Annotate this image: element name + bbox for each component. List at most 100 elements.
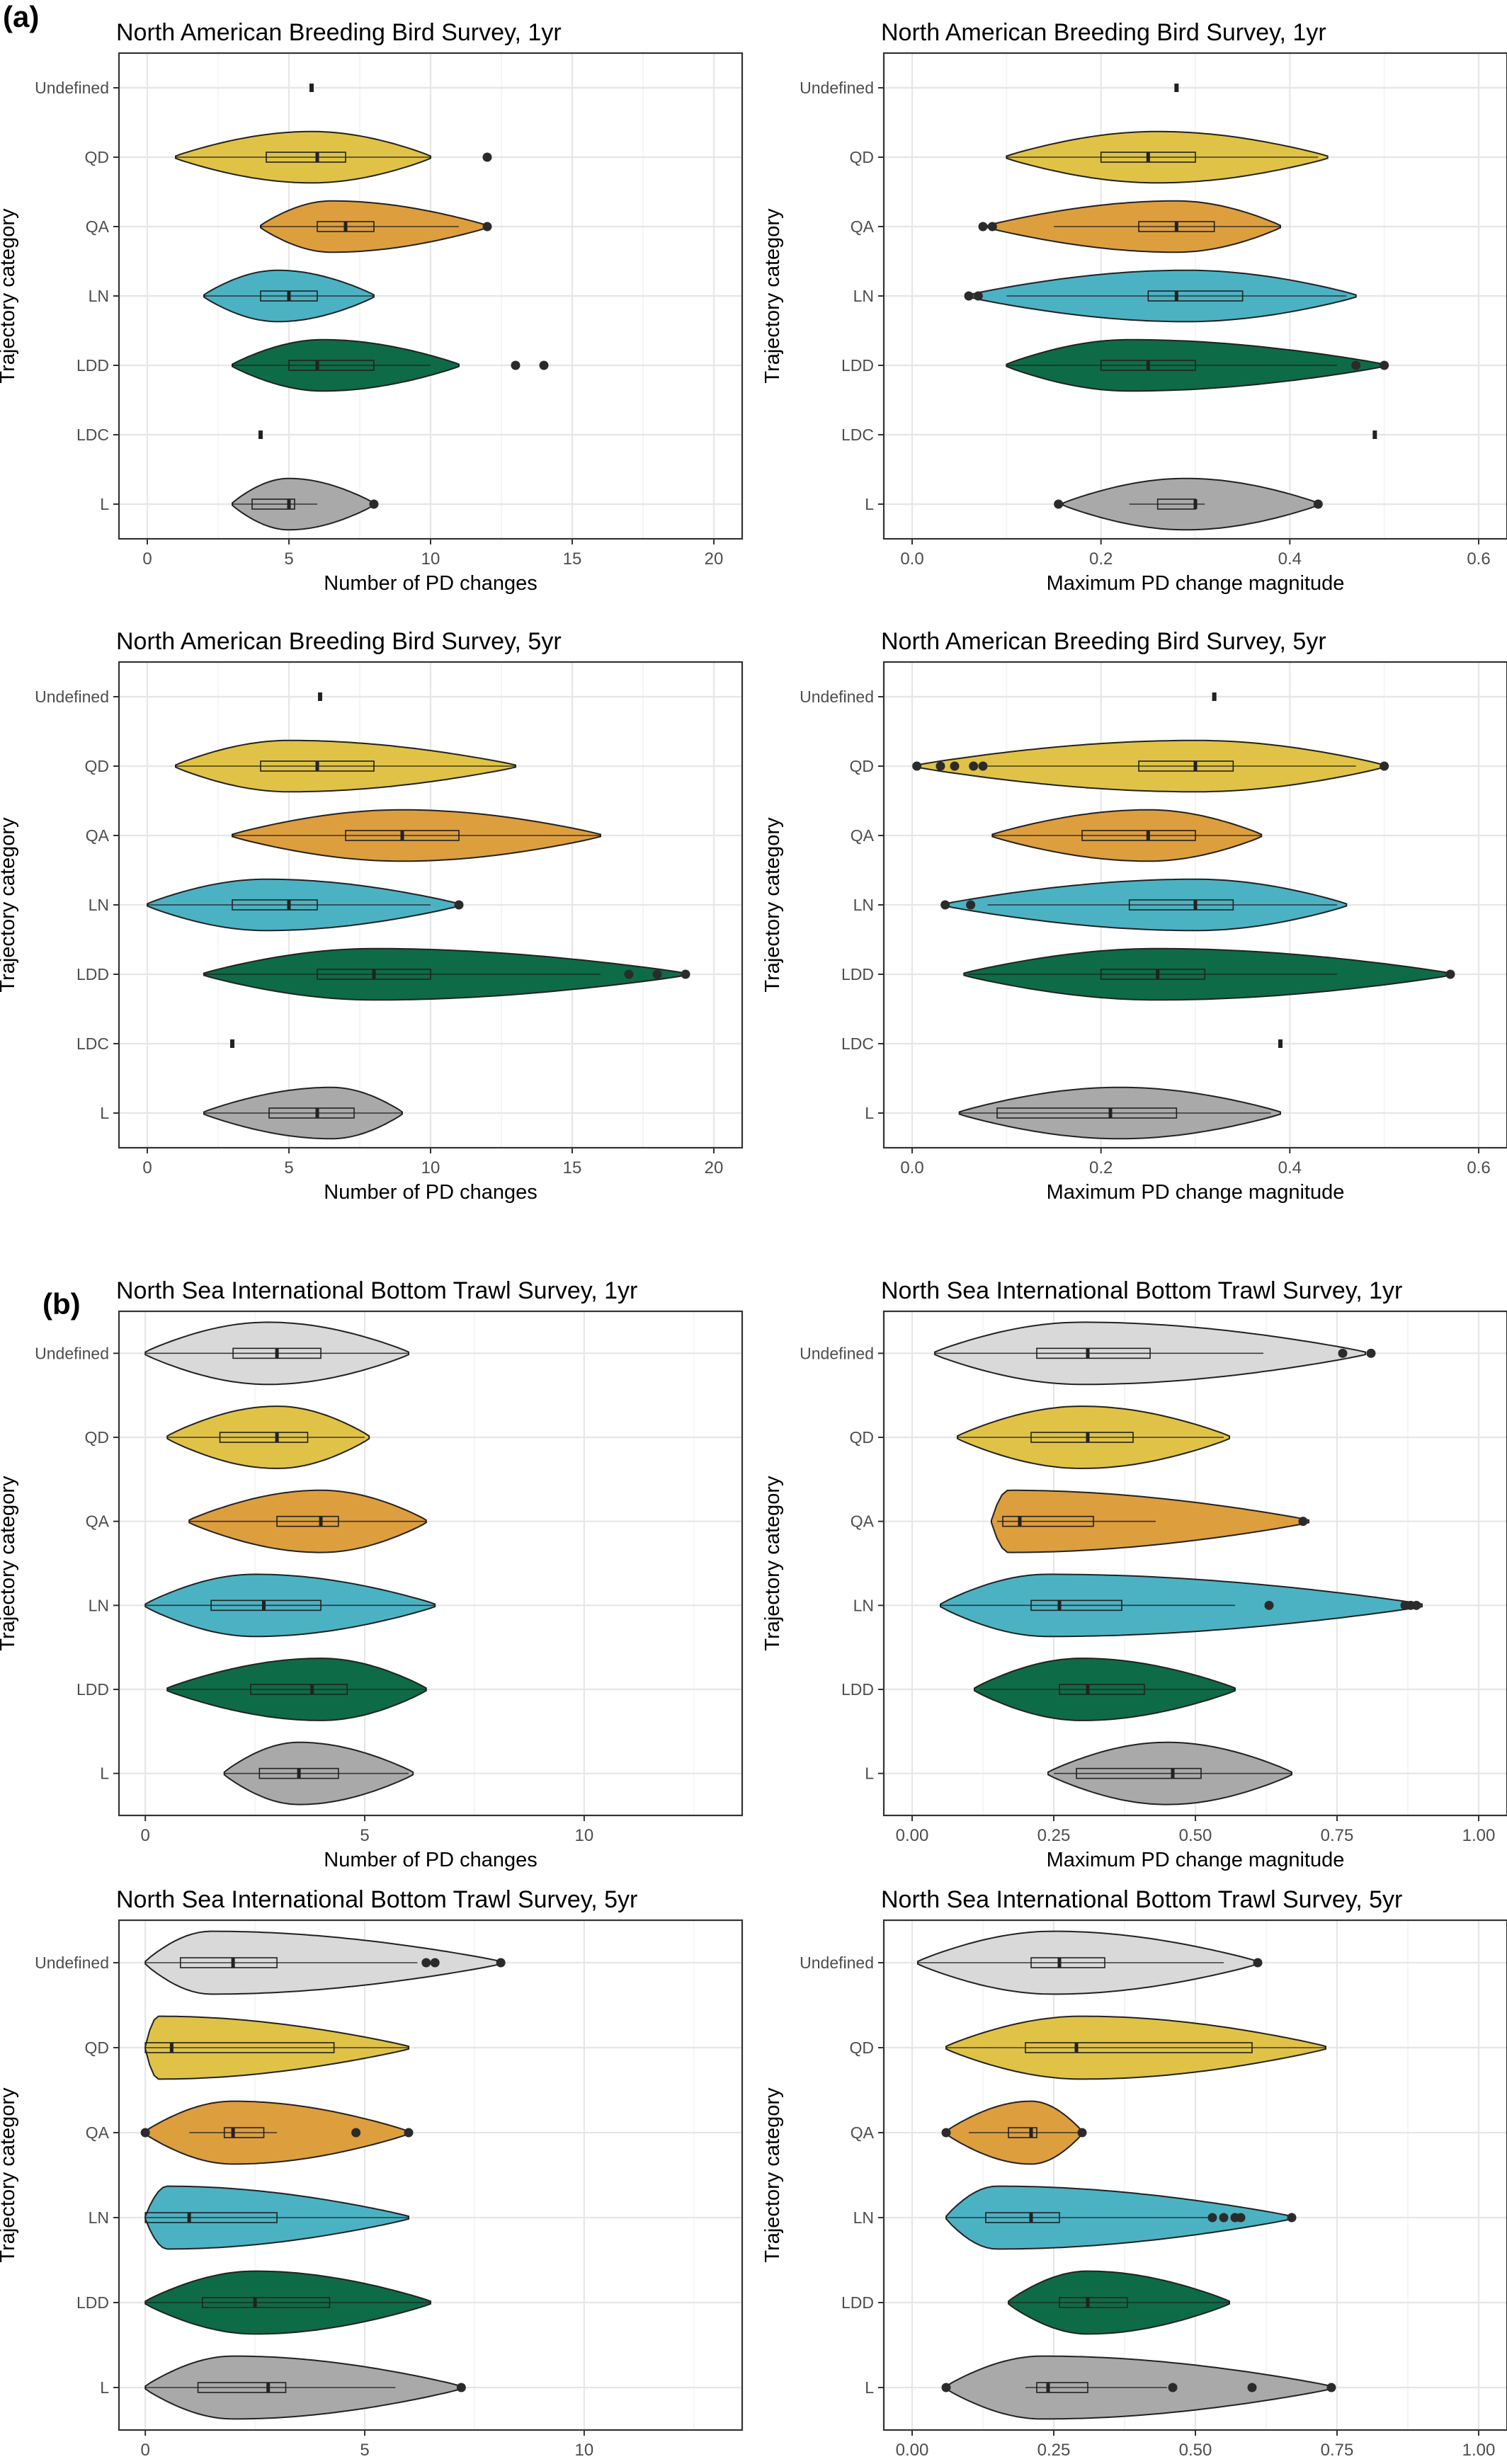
- single-value-mark: [230, 1039, 234, 1048]
- x-tick-label: 0.2: [1089, 1158, 1113, 1177]
- violin-group-ln: [147, 878, 464, 932]
- median-mark: [1193, 761, 1198, 771]
- x-axis-label: Maximum PD change magnitude: [1047, 1849, 1345, 1871]
- y-tick-label: QD: [850, 148, 875, 166]
- box-iqr: [996, 1107, 1178, 1119]
- outlier-point: [1380, 360, 1389, 370]
- y-tick-label: LDD: [76, 965, 109, 983]
- box-iqr: [288, 360, 375, 371]
- x-tick-label: 0: [141, 2441, 150, 2460]
- y-tick-label: LN: [853, 1596, 874, 1614]
- plot-background: [119, 1920, 742, 2430]
- y-tick-label: LN: [853, 2208, 874, 2227]
- box-iqr: [276, 1515, 339, 1527]
- median-mark: [1046, 2383, 1050, 2392]
- median-mark: [1146, 360, 1150, 370]
- violin-group-l: [203, 1086, 403, 1140]
- outlier-point: [511, 360, 521, 370]
- plot-frame: [118, 1310, 744, 1817]
- outlier-point: [1264, 1600, 1274, 1610]
- y-axis-label: Trajectory category: [0, 208, 19, 384]
- single-value-mark: [309, 84, 314, 92]
- y-tick-label: Undefined: [35, 1344, 109, 1362]
- y-axis-label: Trajectory category: [0, 2087, 19, 2263]
- median-mark: [1029, 2213, 1033, 2223]
- outlier-point: [456, 2383, 466, 2392]
- violin-group-undefined: [917, 1930, 1263, 1995]
- y-axis-label: Trajectory category: [761, 817, 784, 993]
- outlier-point: [681, 969, 690, 979]
- median-mark: [315, 761, 319, 771]
- y-tick-label: QA: [851, 1512, 875, 1531]
- y-tick-label: Undefined: [800, 79, 874, 97]
- box-iqr: [1059, 1684, 1145, 1695]
- violin-group-undefined: [309, 84, 314, 92]
- chart-title: North American Breeding Bird Survey, 5yr: [881, 628, 1326, 655]
- violin-group-l: [941, 2355, 1336, 2420]
- median-mark: [1193, 499, 1198, 509]
- median-mark: [310, 1684, 314, 1694]
- y-tick-label: LN: [89, 287, 109, 305]
- outlier-point: [1219, 2213, 1229, 2223]
- violin-group-ldc: [258, 430, 263, 439]
- outlier-point: [987, 222, 997, 232]
- x-tick-label: 20: [705, 549, 724, 569]
- y-tick-label: LN: [89, 1596, 109, 1614]
- y-tick-label: LN: [89, 896, 109, 914]
- x-tick-label: 0.00: [896, 1826, 929, 1845]
- chart-title: North Sea International Bottom Trawl Sur…: [116, 1277, 637, 1304]
- y-tick-label: LN: [89, 2208, 109, 2227]
- violin-group-ldd: [963, 947, 1455, 1001]
- plot-frame: [118, 1919, 744, 2431]
- y-tick-label: L: [100, 1104, 109, 1122]
- y-tick-label: LN: [853, 287, 874, 305]
- violin-group-ldc: [1372, 430, 1377, 439]
- outlier-point: [404, 2128, 414, 2138]
- box-iqr: [251, 498, 295, 510]
- outlier-point: [1380, 761, 1389, 771]
- y-tick-label: LDD: [841, 1680, 874, 1699]
- panels: Undefined QD QA LN LDD LDC L 0 5 10 15 20 North Amer…: [0, 19, 1507, 2464]
- outlier-point: [1077, 2128, 1087, 2138]
- chart-panel: Undefined QD QA LN LDD LDC L 0 5 10 15 20 North Amer…: [0, 628, 744, 1204]
- x-axis-label: Maximum PD change magnitude: [1047, 1181, 1345, 1204]
- y-tick-label: LDD: [841, 356, 874, 375]
- median-mark: [253, 2298, 257, 2308]
- outlier-point: [964, 291, 974, 301]
- violin-group-ln: [203, 269, 375, 323]
- chart-panel: Undefined QD QA LN LDD L 0 5 10 North Sea Interna…: [0, 1886, 744, 2464]
- outlier-point: [496, 1958, 506, 1968]
- violin-group-qa: [991, 1489, 1309, 1553]
- y-tick-label: Undefined: [800, 1953, 874, 1972]
- y-tick-label: QA: [86, 2123, 110, 2142]
- box-iqr: [1059, 2297, 1128, 2308]
- median-mark: [169, 2043, 174, 2053]
- median-mark: [1057, 1600, 1062, 1611]
- x-tick-label: 0.6: [1467, 1158, 1490, 1177]
- outlier-point: [430, 1958, 440, 1968]
- outlier-point: [1247, 2383, 1257, 2392]
- outlier-point: [369, 499, 379, 509]
- outlier-point: [978, 761, 988, 771]
- single-value-mark: [1212, 692, 1217, 701]
- x-tick-label: 1.00: [1462, 1826, 1496, 1845]
- box-iqr: [1076, 1767, 1202, 1779]
- outlier-point: [1411, 1600, 1421, 1610]
- y-tick-label: Undefined: [800, 1344, 874, 1362]
- outlier-point: [1326, 2383, 1336, 2392]
- median-mark: [297, 1768, 301, 1779]
- outlier-point: [1298, 1517, 1308, 1527]
- median-mark: [1108, 1108, 1113, 1118]
- y-tick-label: QD: [850, 757, 875, 775]
- violin-group-qd: [912, 739, 1389, 793]
- x-tick-label: 0.25: [1037, 2441, 1071, 2460]
- box-iqr: [1100, 969, 1206, 980]
- violin-group-undefined: [1212, 692, 1217, 701]
- violin-group-ldd: [203, 947, 690, 1001]
- box-iqr: [1030, 1432, 1134, 1443]
- violin-group-ln: [940, 1573, 1423, 1638]
- chart-panel: Undefined QD QA LN LDD L 0.00 0.25 0.50 0.75 1.00 N…: [761, 1277, 1507, 1871]
- box-iqr: [985, 2212, 1060, 2223]
- single-value-mark: [1278, 1039, 1283, 1048]
